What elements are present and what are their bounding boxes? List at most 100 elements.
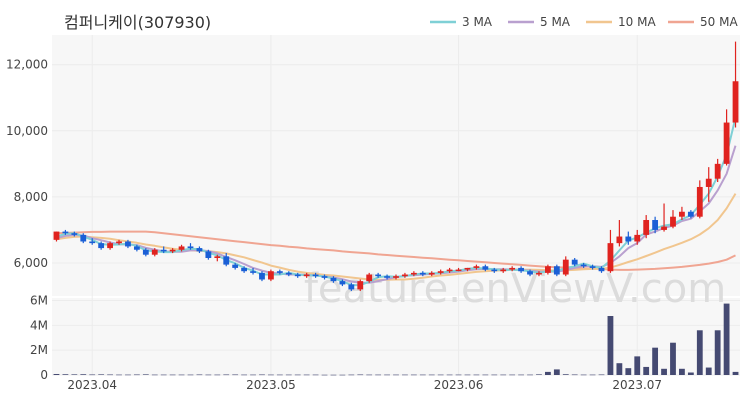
- candle: [598, 266, 605, 273]
- candle-body: [723, 122, 730, 164]
- candle: [446, 267, 453, 273]
- price-tick-label: 10,000: [6, 124, 48, 138]
- candle-body: [366, 274, 373, 282]
- candle: [491, 267, 498, 273]
- candle: [553, 264, 560, 277]
- candle-body: [536, 272, 542, 275]
- candle-body: [446, 269, 453, 272]
- volume-bar: [80, 374, 87, 375]
- candle-body: [241, 267, 248, 272]
- candle-body: [214, 256, 221, 259]
- candle: [133, 244, 140, 252]
- volume-panel-background: [52, 298, 740, 375]
- volume-bar: [285, 374, 292, 376]
- candlestick-series: [53, 41, 739, 292]
- candle-body: [223, 256, 230, 265]
- candle-body: [393, 276, 399, 278]
- candle-body: [500, 269, 507, 272]
- volume-bar: [250, 374, 256, 376]
- candle: [705, 167, 712, 202]
- volume-bar: [500, 374, 507, 376]
- volume-bar: [580, 374, 587, 376]
- volume-bar: [410, 374, 417, 376]
- candle: [625, 231, 632, 245]
- candle: [178, 244, 185, 252]
- volume-bar: [133, 374, 140, 376]
- candle-body: [687, 211, 694, 217]
- candle-body: [196, 248, 203, 252]
- volume-bar: [366, 374, 373, 376]
- volume-bar: [214, 374, 221, 376]
- candle: [589, 264, 596, 270]
- candle: [187, 243, 194, 250]
- candle: [303, 272, 310, 278]
- candle: [571, 258, 578, 267]
- candle-body: [80, 234, 87, 242]
- candle: [205, 249, 212, 260]
- volume-bar: [446, 374, 453, 376]
- volume-bar: [455, 374, 462, 376]
- candle: [732, 41, 739, 128]
- volume-bar: [339, 374, 346, 376]
- candle: [348, 282, 355, 292]
- candle: [196, 246, 203, 254]
- volume-bar: [527, 374, 533, 376]
- candle: [562, 256, 569, 277]
- legend-label: 3 MA: [462, 15, 493, 29]
- legend: 3 MA 5 MA 10 MA 50 MA: [430, 15, 738, 29]
- candle-body: [643, 220, 650, 235]
- candle: [250, 267, 256, 275]
- candle-body: [375, 274, 382, 277]
- candle-body: [125, 241, 131, 247]
- candle: [107, 241, 113, 250]
- volume-tick-label: 6M: [30, 293, 48, 307]
- volume-bar: [303, 374, 310, 376]
- price-axis: 6,000 8,000 10,000 12,000: [6, 58, 48, 270]
- candle-body: [679, 211, 685, 217]
- date-tick-label: 2023.06: [434, 378, 484, 392]
- candle-body: [705, 178, 712, 187]
- candle: [357, 279, 364, 292]
- candle: [437, 269, 444, 275]
- candle: [634, 229, 641, 245]
- candle-body: [652, 220, 659, 230]
- volume-bar: [241, 374, 248, 376]
- candle-body: [348, 284, 355, 290]
- volume-bar: [71, 374, 78, 375]
- candle: [580, 262, 587, 268]
- candle-body: [607, 243, 614, 272]
- candle: [62, 229, 69, 235]
- date-tick-label: 2023.04: [67, 378, 117, 392]
- volume-bar: [696, 330, 703, 375]
- candle: [98, 241, 105, 250]
- volume-bar: [607, 316, 614, 375]
- candle-body: [321, 276, 328, 278]
- candle-body: [562, 259, 569, 275]
- candle: [527, 269, 533, 277]
- volume-bar: [151, 374, 158, 376]
- volume-bar: [321, 374, 328, 376]
- candle: [339, 279, 346, 287]
- candle: [71, 231, 78, 237]
- candle: [330, 276, 337, 283]
- candle-body: [357, 281, 364, 290]
- candle-body: [473, 266, 480, 268]
- legend-label: 10 MA: [618, 15, 656, 29]
- candle-body: [62, 231, 69, 234]
- date-tick-label: 2023.07: [612, 378, 662, 392]
- volume-bar: [464, 374, 471, 376]
- volume-bar: [598, 374, 605, 376]
- candle: [679, 206, 685, 221]
- volume-bar: [518, 374, 524, 376]
- candle: [80, 233, 87, 244]
- volume-bar: [509, 374, 516, 376]
- candle-body: [696, 186, 703, 217]
- volume-bar: [536, 374, 542, 375]
- legend-item: 10 MA: [586, 15, 656, 29]
- volume-bar: [268, 374, 274, 376]
- volume-bar: [107, 374, 113, 376]
- price-tick-label: 6,000: [14, 256, 48, 270]
- candle-body: [71, 233, 78, 235]
- candle-body: [410, 272, 417, 275]
